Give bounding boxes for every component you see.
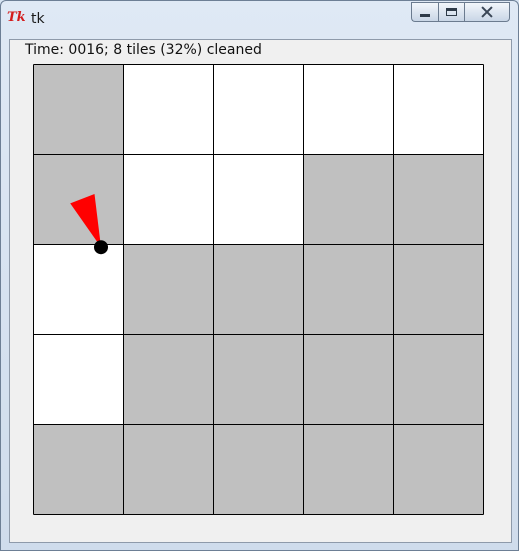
tk-logo-icon: Tk — [7, 10, 26, 25]
clean-tile — [213, 154, 304, 245]
window-title: tk — [31, 11, 45, 27]
dirty-tile — [213, 334, 304, 425]
clean-tile — [393, 64, 484, 155]
dirty-tile — [33, 154, 124, 245]
maximize-icon — [446, 8, 457, 16]
title-bar[interactable]: Tk tk — [1, 1, 518, 35]
caption-buttons — [411, 2, 510, 22]
dirty-tile — [213, 424, 304, 515]
dirty-tile — [393, 244, 484, 335]
robot-body — [94, 240, 108, 255]
clean-tile — [33, 244, 124, 335]
robot-heading-indicator — [70, 193, 101, 248]
minimize-button[interactable] — [411, 2, 438, 22]
dirty-tile — [303, 424, 394, 515]
dirty-tile — [393, 334, 484, 425]
status-label: Time: 0016; 8 tiles (32%) cleaned — [25, 42, 262, 58]
dirty-tile — [393, 424, 484, 515]
dirty-tile — [393, 154, 484, 245]
dirty-tile — [123, 244, 214, 335]
dirty-tile — [213, 244, 304, 335]
dirty-tile — [123, 334, 214, 425]
clean-tile — [123, 154, 214, 245]
dirty-tile — [303, 154, 394, 245]
maximize-button[interactable] — [438, 2, 464, 22]
room-grid — [33, 64, 484, 515]
dirty-tile — [33, 64, 124, 155]
room-canvas — [33, 64, 484, 515]
minimize-icon — [420, 14, 430, 17]
dirty-tile — [303, 244, 394, 335]
clean-tile — [33, 334, 124, 425]
dirty-tile — [33, 424, 124, 515]
close-button[interactable] — [464, 2, 510, 22]
dirty-tile — [123, 424, 214, 515]
clean-tile — [213, 64, 304, 155]
clean-tile — [303, 64, 394, 155]
clean-tile — [123, 64, 214, 155]
close-icon — [480, 6, 494, 18]
dirty-tile — [303, 334, 394, 425]
